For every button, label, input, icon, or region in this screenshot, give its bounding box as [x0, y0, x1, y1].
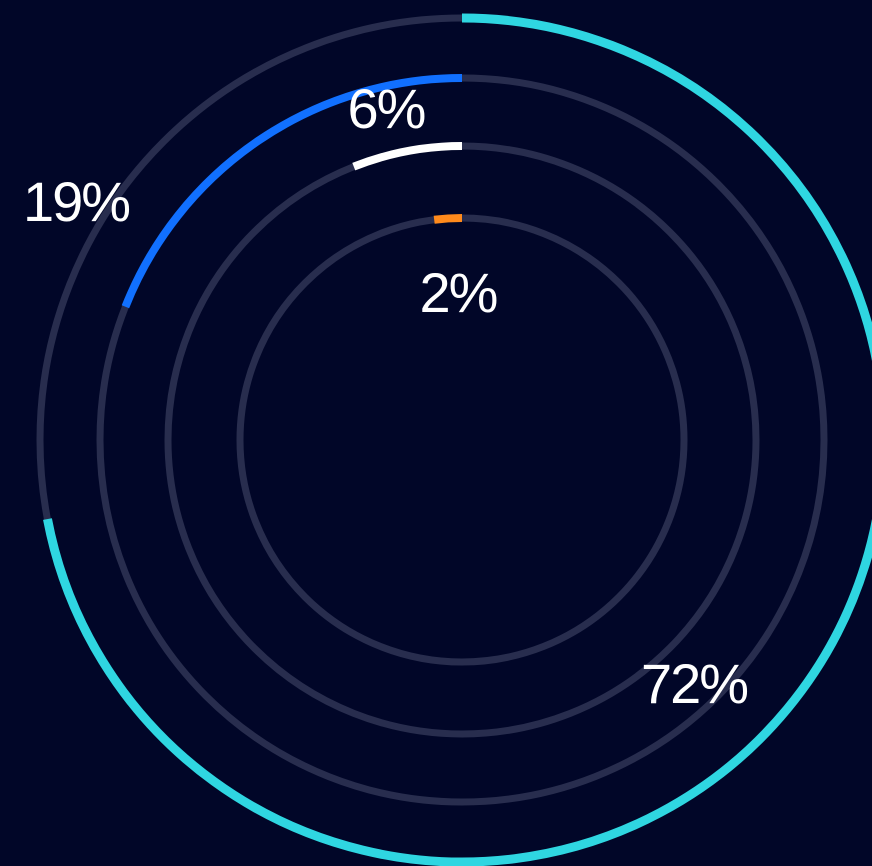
value-arcs — [43, 13, 872, 866]
value-arc-4 — [433, 214, 463, 224]
value-arc-1 — [43, 13, 872, 866]
value-arc-2 — [121, 74, 463, 309]
value-label-3: 6% — [348, 77, 425, 140]
value-label-1: 72% — [641, 652, 747, 715]
value-arc-3 — [352, 142, 463, 171]
value-label-2: 19% — [23, 170, 129, 233]
value-label-4: 2% — [420, 261, 497, 324]
value-labels: 72% 19% 6% 2% — [23, 77, 749, 715]
